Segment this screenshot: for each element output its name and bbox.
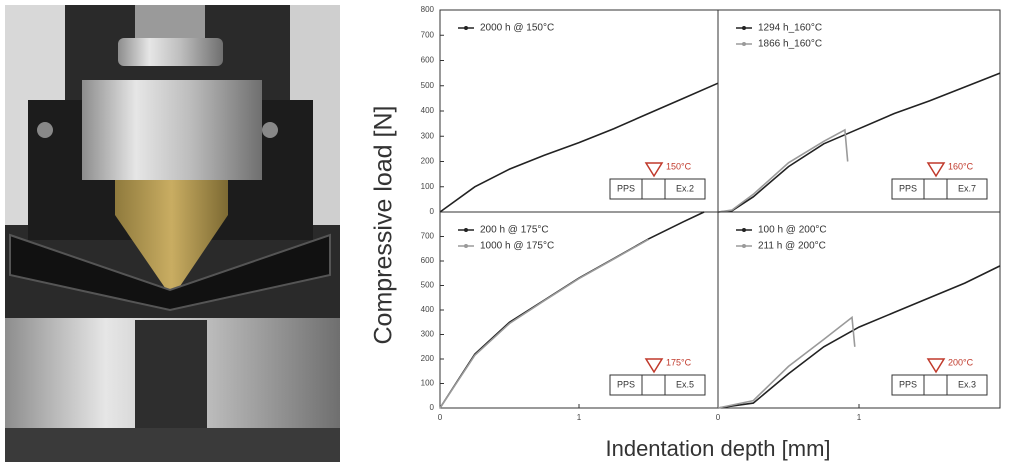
inset-triangle [644, 358, 664, 374]
x-tick-label: 0 [716, 413, 721, 422]
inset-box [891, 178, 988, 200]
photo [5, 5, 340, 462]
y-tick-label: 500 [421, 81, 435, 90]
y-tick-label: 700 [421, 30, 435, 39]
legend-label: 100 h @ 200°C [758, 225, 827, 236]
x-tick-label: 1 [577, 413, 582, 422]
legend-label: 1866 h_160°C [758, 39, 822, 50]
legend-marker [742, 228, 746, 232]
y-tick-label: 800 [421, 5, 435, 14]
inset-material: PPS [617, 183, 635, 193]
data-line [717, 128, 849, 213]
inset-label: Ex.5 [676, 379, 694, 389]
legend-label: 200 h @ 175°C [480, 225, 549, 236]
data-line [439, 82, 719, 213]
legend-label: 211 h @ 200°C [758, 241, 826, 252]
legend-label: 2000 h @ 150°C [480, 23, 554, 34]
y-tick-label: 400 [421, 106, 435, 115]
data-line [717, 315, 856, 409]
x-tick-label: 1 [857, 413, 862, 422]
legend-marker [464, 26, 468, 30]
inset-temperature: 175°C [666, 357, 692, 367]
inset-temperature: 160°C [948, 161, 974, 171]
x-tick-label: 0 [438, 413, 443, 422]
inset-material: PPS [899, 183, 917, 193]
inset-temperature: 200°C [948, 357, 974, 367]
legend-marker [742, 42, 746, 46]
inset-label: Ex.2 [676, 183, 694, 193]
legend-marker [464, 244, 468, 248]
inset-box [891, 374, 988, 396]
y-tick-label: 0 [430, 207, 435, 216]
y-tick-label: 0 [430, 403, 435, 412]
inset-label: Ex.7 [958, 183, 976, 193]
data-line [439, 238, 649, 409]
y-tick-label: 400 [421, 305, 435, 314]
inset-triangle [926, 162, 946, 178]
y-tick-label: 700 [421, 232, 435, 241]
inset-box [609, 374, 706, 396]
legend-marker [742, 26, 746, 30]
legend-marker [464, 228, 468, 232]
x-axis-label: Indentation depth [mm] [605, 436, 830, 461]
y-tick-label: 200 [421, 157, 435, 166]
y-tick-label: 500 [421, 281, 435, 290]
legend-marker [742, 244, 746, 248]
data-line [717, 265, 1001, 409]
y-tick-label: 100 [421, 182, 435, 191]
inset-box [609, 178, 706, 200]
legend-label: 1000 h @ 175°C [480, 241, 554, 252]
y-axis-label: Compressive load [N] [370, 106, 398, 345]
inset-material: PPS [617, 379, 635, 389]
y-tick-label: 600 [421, 256, 435, 265]
y-tick-label: 300 [421, 131, 435, 140]
y-tick-label: 600 [421, 56, 435, 65]
y-tick-label: 300 [421, 330, 435, 339]
y-tick-label: 200 [421, 354, 435, 363]
inset-triangle [644, 162, 664, 178]
legend-label: 1294 h_160°C [758, 23, 822, 34]
inset-label: Ex.3 [958, 379, 976, 389]
inset-triangle [926, 358, 946, 374]
y-tick-label: 100 [421, 379, 435, 388]
data-line [717, 72, 1001, 213]
inset-temperature: 150°C [666, 161, 692, 171]
inset-material: PPS [899, 379, 917, 389]
